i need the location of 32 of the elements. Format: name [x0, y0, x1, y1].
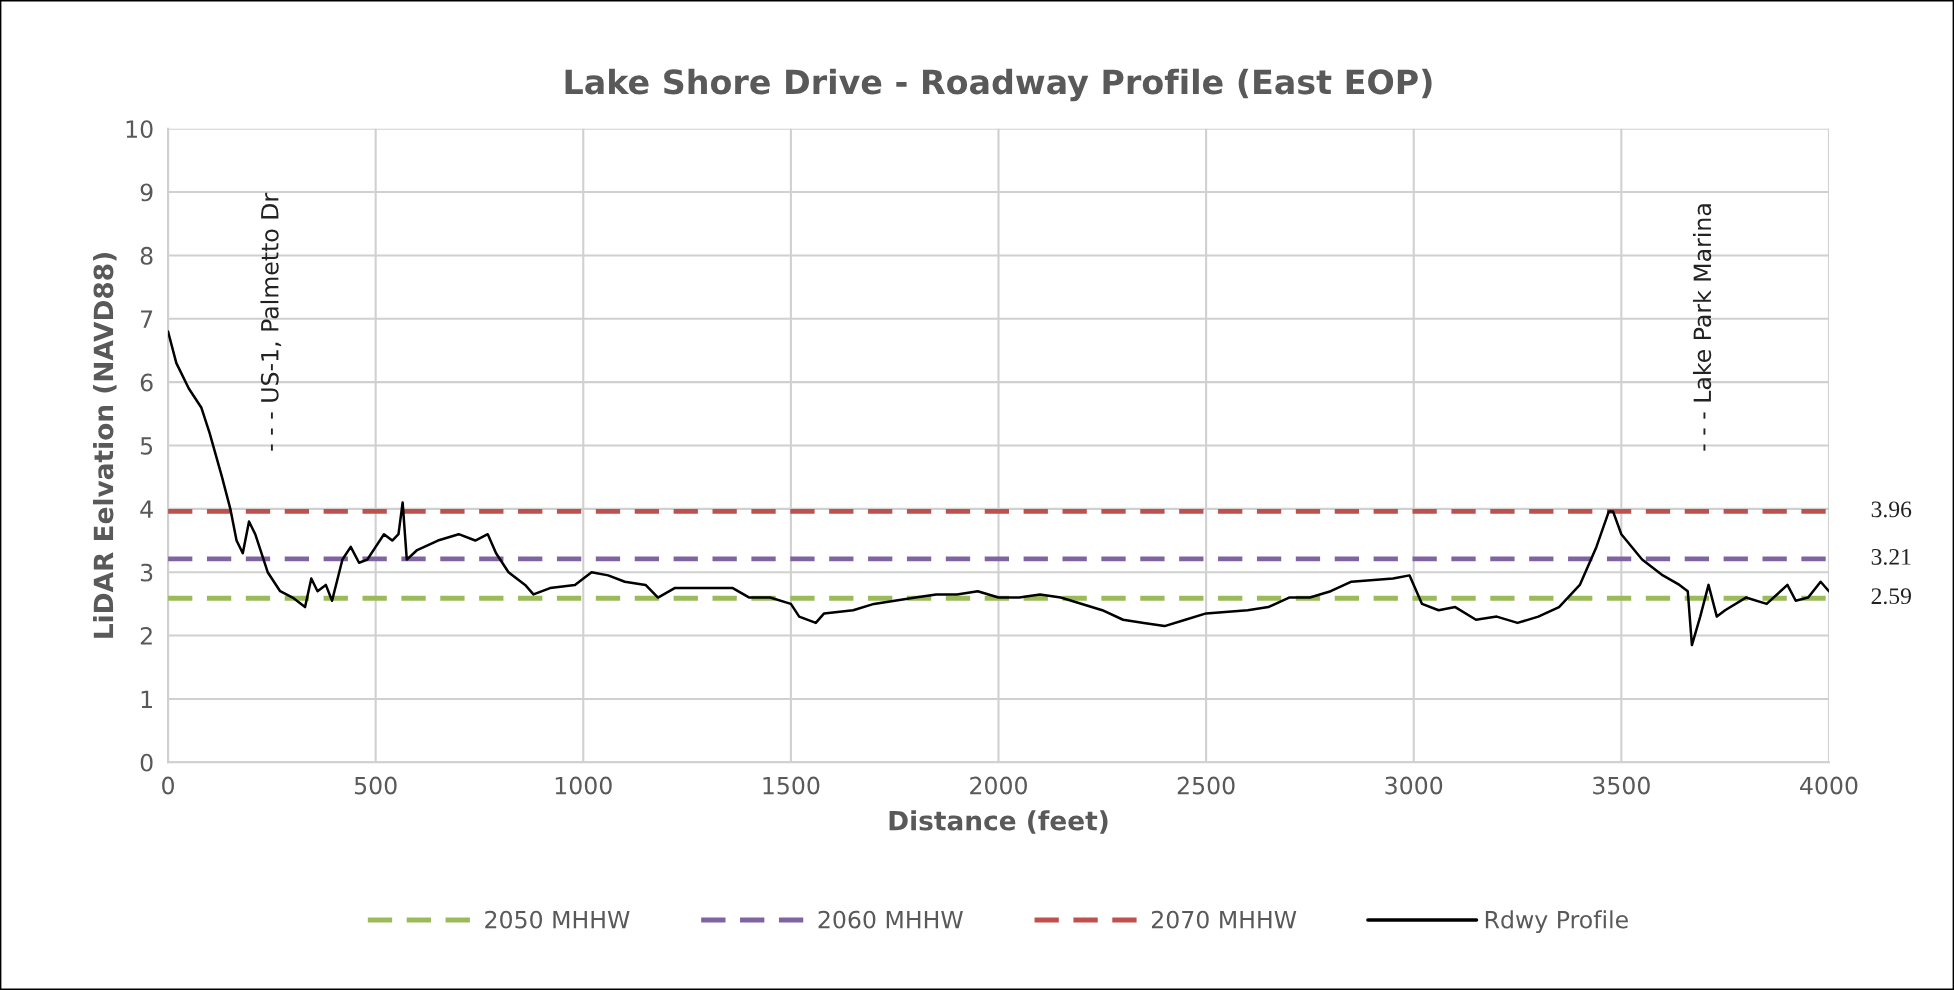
y-tick-label: 3 [140, 563, 153, 582]
y-tick-label: 2 [140, 627, 152, 645]
legend-label: 2060 MHHW [818, 910, 963, 929]
y-tick-label: 1 [141, 690, 152, 708]
x-axis-title: Distance (feet) [889, 810, 1108, 834]
y-tick-label: 0 [140, 753, 153, 772]
annotation: - - - US-1, Palmetto Dr [260, 192, 282, 451]
y-tick-label: 10 [126, 120, 153, 139]
x-tick-label: 3500 [1593, 776, 1650, 795]
y-tick-label: 9 [140, 183, 153, 202]
y-tick-label: 7 [141, 310, 153, 328]
y-axis-title: LiDAR Eelvation (NAVD88) [93, 253, 117, 638]
x-tick-label: 2500 [1177, 776, 1235, 795]
legend-label: 2050 MHHW [485, 910, 630, 929]
y-tick-label: 6 [140, 373, 153, 392]
data-label: 2.59 [1871, 588, 1911, 605]
data-label: 3.21 [1871, 548, 1911, 565]
legend-label: Rdwy Profile [1485, 910, 1628, 934]
y-tick-label: 4 [140, 500, 153, 518]
x-tick-label: 500 [354, 776, 397, 795]
legend-label: 2070 MHHW [1151, 910, 1297, 929]
chart-title: Lake Shore Drive - Roadway Profile (East EOP) [565, 68, 1432, 102]
data-label: 3.96 [1871, 501, 1912, 518]
annotation: - - - Lake Park Marina [1692, 204, 1712, 451]
x-tick-label: 4000 [1800, 776, 1858, 795]
x-tick-label: 1000 [555, 776, 612, 795]
x-tick-label: 3000 [1385, 776, 1443, 795]
y-tick-label: 5 [140, 437, 153, 455]
x-tick-label: 1500 [763, 776, 820, 795]
x-tick-label: 0 [162, 776, 174, 795]
x-tick-label: 2000 [970, 776, 1027, 795]
y-tick-label: 8 [140, 246, 153, 265]
